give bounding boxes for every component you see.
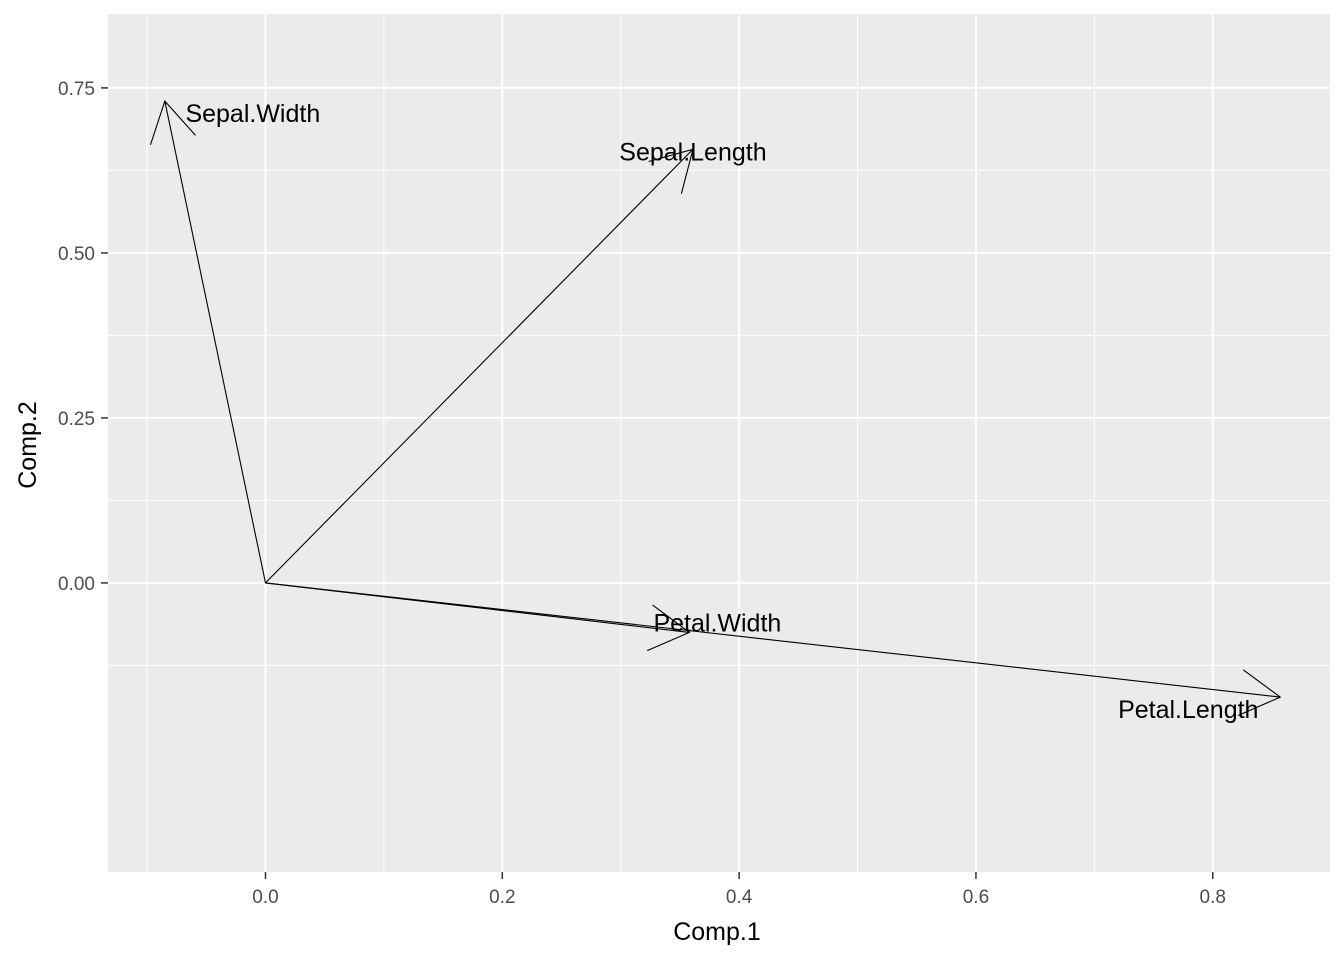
arrowhead-petal-width	[646, 604, 691, 652]
arrowhead-sepal-length	[648, 148, 694, 194]
arrow-labels: Sepal.Length Sepal.Width Petal.Length Petal…	[185, 100, 1258, 724]
x-axis-title: Comp.1	[673, 918, 761, 946]
x-axis: 0.0 0.2 0.4 0.6 0.8	[252, 872, 1226, 908]
y-tick-label: 0.50	[58, 244, 95, 265]
y-axis-title: Comp.2	[14, 401, 42, 489]
loading-arrows	[149, 100, 1282, 717]
label-petal-width: Petal.Width	[653, 609, 781, 637]
arrow-petal-length	[265, 582, 1281, 698]
y-tick-label: 0.25	[58, 409, 95, 430]
label-petal-length: Petal.Length	[1118, 696, 1258, 724]
y-tick-label: 0.00	[58, 574, 95, 595]
minor-gridlines	[108, 14, 1330, 872]
major-gridlines	[108, 14, 1330, 872]
x-tick-label: 0.0	[252, 887, 278, 908]
arrowhead-sepal-width	[149, 100, 196, 145]
x-tick-label: 0.2	[489, 887, 515, 908]
panel-background	[108, 14, 1330, 872]
label-sepal-width: Sepal.Width	[185, 100, 320, 128]
x-tick-label: 0.4	[726, 887, 753, 908]
arrowhead-petal-length	[1237, 669, 1282, 717]
x-tick-label: 0.8	[1200, 887, 1226, 908]
x-tick-label: 0.6	[963, 887, 989, 908]
arrow-sepal-width	[164, 101, 267, 584]
y-axis: 0.00 0.25 0.50 0.75	[58, 79, 108, 595]
arrow-petal-width	[265, 582, 690, 633]
y-tick-label: 0.75	[58, 79, 95, 100]
label-sepal-length: Sepal.Length	[619, 138, 766, 166]
arrow-sepal-length	[265, 148, 694, 584]
